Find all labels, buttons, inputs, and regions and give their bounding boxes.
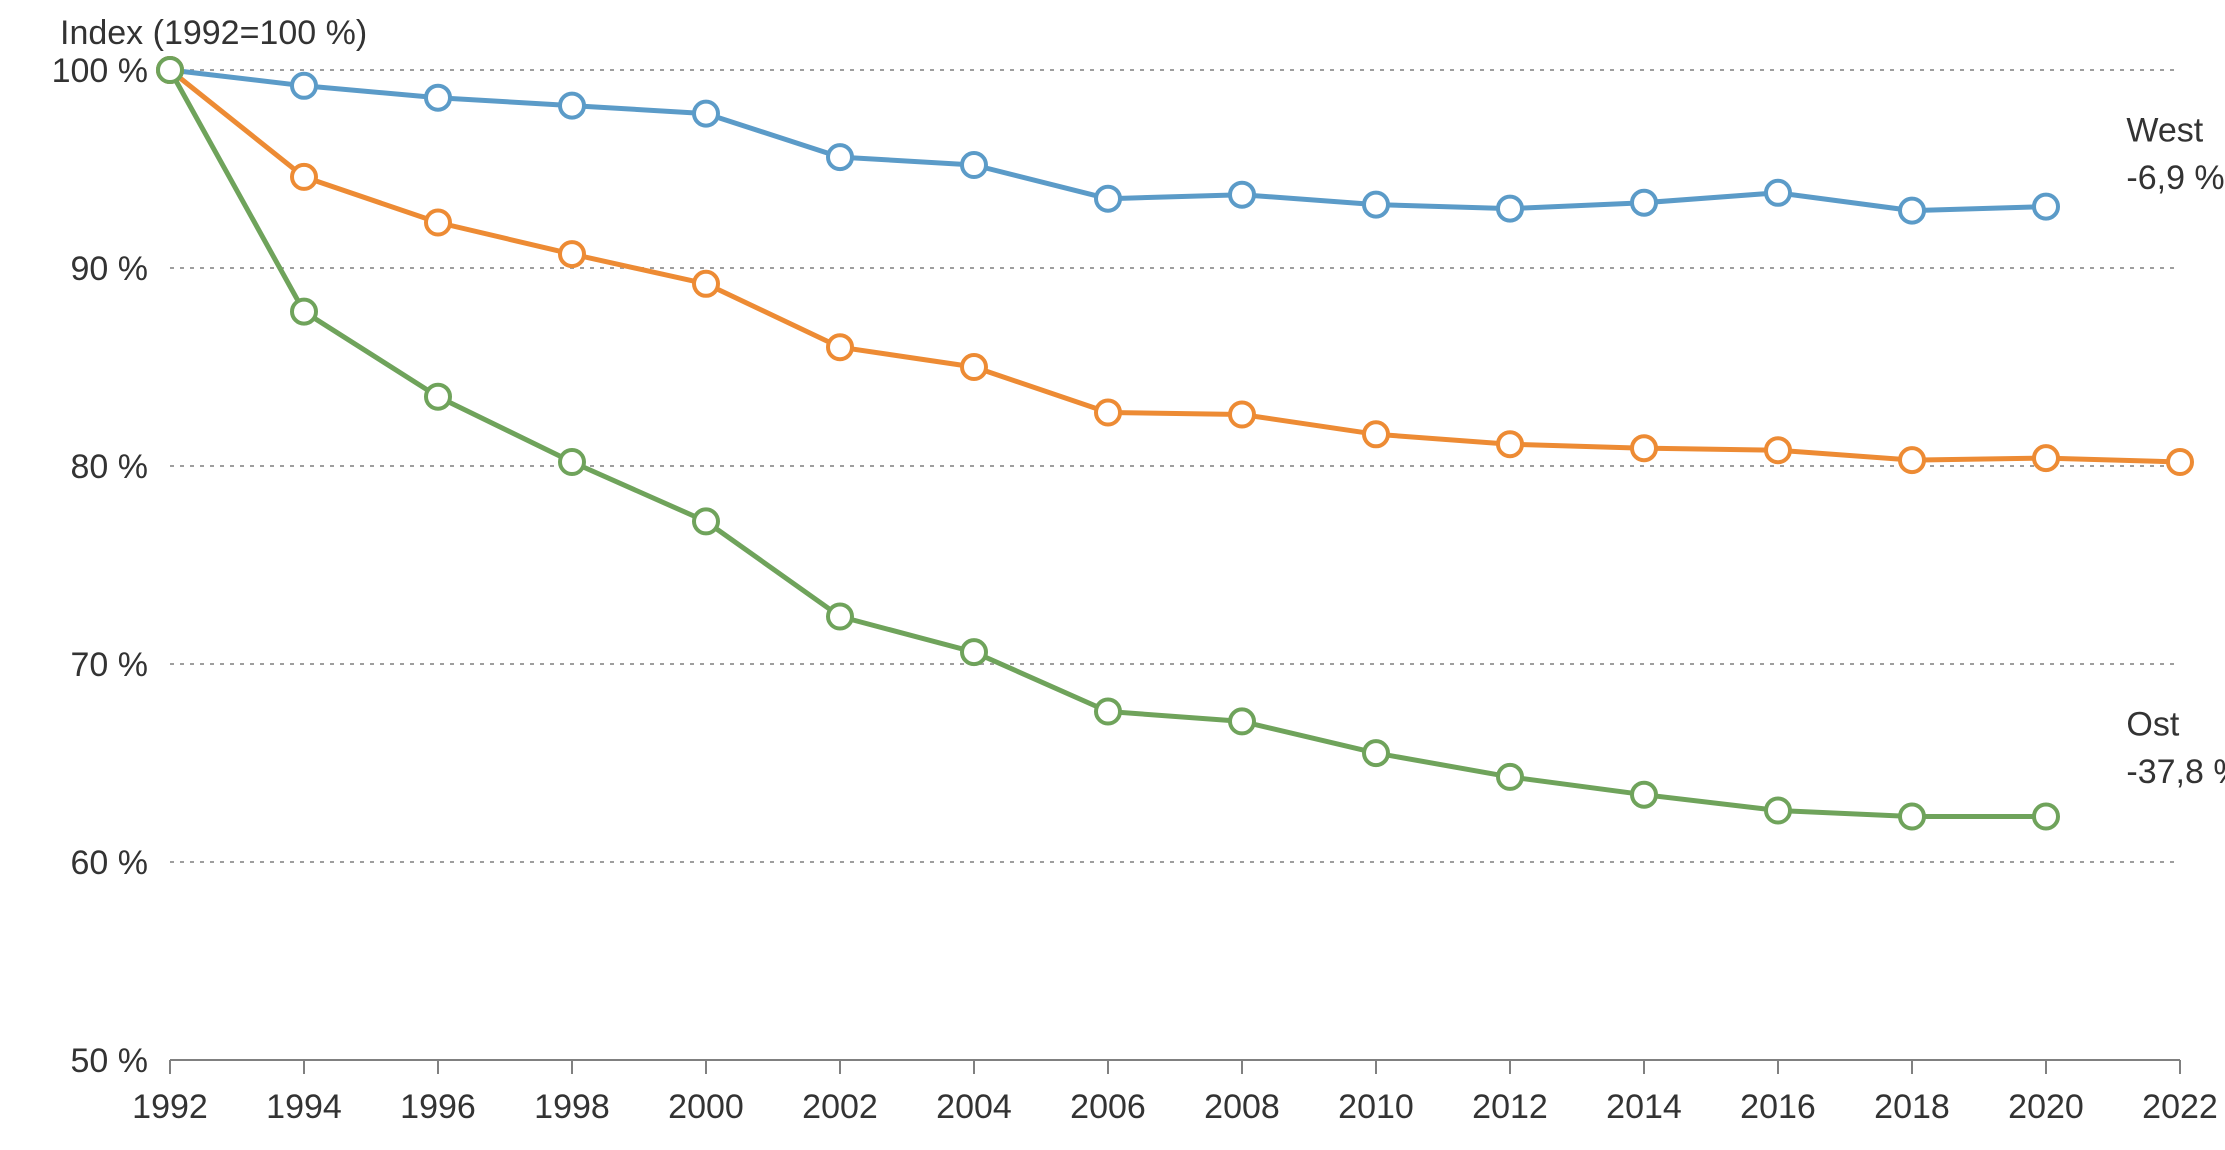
- x-tick-label: 2014: [1606, 1088, 1682, 1126]
- series-marker-ost: [158, 58, 182, 82]
- y-tick-label: 50 %: [71, 1042, 149, 1080]
- series-marker-gesamt: [828, 335, 852, 359]
- series-marker-gesamt: [426, 211, 450, 235]
- series-marker-ost: [560, 450, 584, 474]
- x-tick-label: 1992: [132, 1088, 208, 1126]
- series-marker-west: [694, 102, 718, 126]
- series-marker-ost: [1364, 741, 1388, 765]
- series-marker-west: [1498, 197, 1522, 221]
- series-marker-ost: [292, 300, 316, 324]
- series-marker-west: [1900, 199, 1924, 223]
- series-sublabel-ost: -37,8 %: [2126, 753, 2225, 791]
- series-marker-gesamt: [1230, 403, 1254, 427]
- series-marker-ost: [828, 605, 852, 629]
- x-tick-label: 2006: [1070, 1088, 1146, 1126]
- series-marker-gesamt: [1364, 422, 1388, 446]
- series-marker-west: [292, 74, 316, 98]
- series-marker-ost: [1632, 783, 1656, 807]
- series-marker-gesamt: [2034, 446, 2058, 470]
- x-tick-label: 2004: [936, 1088, 1012, 1126]
- chart-bg: [0, 0, 2225, 1150]
- x-tick-label: 1996: [400, 1088, 476, 1126]
- series-marker-gesamt: [962, 355, 986, 379]
- series-marker-gesamt: [2168, 450, 2192, 474]
- x-tick-label: 2016: [1740, 1088, 1816, 1126]
- series-marker-gesamt: [1096, 401, 1120, 425]
- x-tick-label: 2020: [2008, 1088, 2084, 1126]
- series-marker-west: [2034, 195, 2058, 219]
- index-line-chart: Index (1992=100 %) 50 % 60 % 70 % 80 % 90 % 10…: [0, 0, 2225, 1150]
- series-marker-gesamt: [292, 165, 316, 189]
- series-marker-ost: [2034, 805, 2058, 829]
- series-marker-west: [828, 145, 852, 169]
- series-marker-gesamt: [1632, 436, 1656, 460]
- series-marker-ost: [1096, 700, 1120, 724]
- series-marker-gesamt: [694, 272, 718, 296]
- y-tick-label: 90 %: [71, 250, 149, 288]
- series-sublabel-west: -6,9 %: [2126, 159, 2224, 197]
- x-tick-label: 1994: [266, 1088, 342, 1126]
- x-tick-label: 2010: [1338, 1088, 1414, 1126]
- series-marker-gesamt: [1766, 438, 1790, 462]
- x-tick-label: 2018: [1874, 1088, 1950, 1126]
- x-tick-label: 2008: [1204, 1088, 1280, 1126]
- y-tick-label: 80 %: [71, 448, 149, 486]
- y-tick-label: 60 %: [71, 844, 149, 882]
- series-marker-west: [1364, 193, 1388, 217]
- series-marker-west: [1766, 181, 1790, 205]
- series-label-ost: Ost: [2126, 705, 2179, 743]
- series-marker-west: [426, 86, 450, 110]
- series-marker-ost: [1766, 799, 1790, 823]
- chart-container: Index (1992=100 %) 50 % 60 % 70 % 80 % 90 % 10…: [0, 0, 2225, 1150]
- series-marker-ost: [426, 385, 450, 409]
- x-tick-label: 2012: [1472, 1088, 1548, 1126]
- series-label-west: West: [2126, 111, 2203, 149]
- x-tick-label: 2000: [668, 1088, 744, 1126]
- series-marker-west: [1096, 187, 1120, 211]
- series-marker-gesamt: [1498, 432, 1522, 456]
- series-marker-west: [962, 153, 986, 177]
- y-axis-title: Index (1992=100 %): [60, 14, 367, 52]
- series-marker-ost: [1900, 805, 1924, 829]
- series-marker-ost: [1498, 765, 1522, 789]
- series-marker-ost: [1230, 709, 1254, 733]
- series-marker-gesamt: [560, 242, 584, 266]
- x-tick-label: 2002: [802, 1088, 878, 1126]
- x-tick-label: 1998: [534, 1088, 610, 1126]
- series-marker-west: [560, 94, 584, 118]
- y-tick-label: 70 %: [71, 646, 149, 684]
- y-tick-label: 100 %: [52, 52, 148, 90]
- series-marker-gesamt: [1900, 448, 1924, 472]
- series-marker-ost: [962, 640, 986, 664]
- series-marker-west: [1632, 191, 1656, 215]
- x-tick-label: 2022: [2142, 1088, 2218, 1126]
- series-marker-ost: [694, 509, 718, 533]
- series-marker-west: [1230, 183, 1254, 207]
